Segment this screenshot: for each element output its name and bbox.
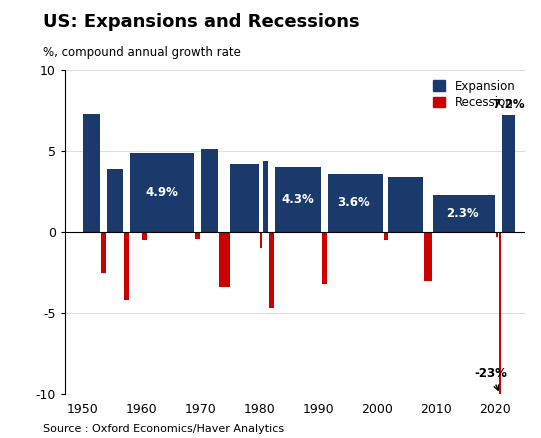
Text: US: Expansions and Recessions: US: Expansions and Recessions [43,13,360,31]
Bar [499,232,501,394]
Text: -23%: -23% [475,367,507,390]
Bar [384,232,387,240]
Bar [328,174,383,232]
Bar [219,232,229,287]
Text: 3.6%: 3.6% [338,197,370,209]
Bar [124,232,129,300]
Bar [195,232,200,239]
Bar [260,232,262,248]
Bar [107,169,123,232]
Bar [83,114,100,232]
Bar [269,232,274,308]
Bar [433,195,495,232]
Text: 4.9%: 4.9% [146,186,179,199]
Bar [101,232,105,272]
Bar [230,164,259,232]
Bar [502,116,516,232]
Bar [322,232,327,284]
Text: 4.3%: 4.3% [281,193,314,206]
Bar [263,161,268,232]
Bar [275,167,321,232]
Bar [424,232,432,281]
Text: Source : Oxford Economics/Haver Analytics: Source : Oxford Economics/Haver Analytic… [43,424,285,434]
Text: 2.3%: 2.3% [446,207,479,220]
Text: %, compound annual growth rate: %, compound annual growth rate [43,46,241,59]
Bar [142,232,147,240]
Legend: Expansion, Recession: Expansion, Recession [430,76,519,113]
Bar [201,149,218,232]
Bar [130,153,194,232]
Text: 7.2%: 7.2% [492,98,525,111]
Bar [388,177,423,232]
Bar [496,232,498,237]
